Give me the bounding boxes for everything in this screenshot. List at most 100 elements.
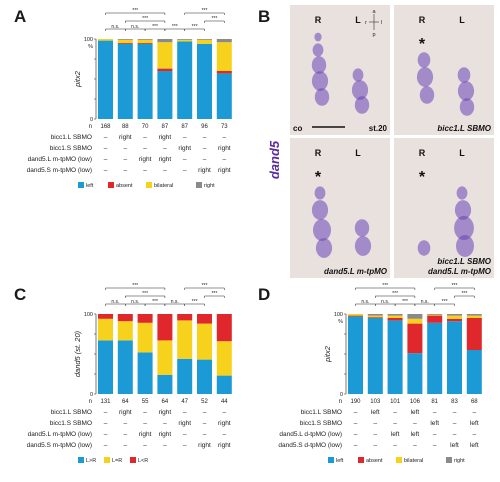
- n-count: 68: [471, 399, 478, 405]
- significance-label: n.s.: [361, 299, 369, 305]
- significance-label: n.s.: [171, 299, 179, 305]
- legend-swatch-L=R: [104, 457, 110, 463]
- row-label: dand5.S d-tpMO (low): [278, 442, 342, 449]
- row-cell: –: [104, 167, 108, 174]
- n-count: 64: [122, 399, 129, 405]
- stain-blob: [354, 236, 372, 256]
- row-label: bicc1.L SBMO: [51, 409, 92, 416]
- y-tick-label: 100: [84, 312, 93, 318]
- bar-right: [367, 314, 383, 316]
- bar-left: [216, 73, 232, 119]
- significance-label: ***: [132, 8, 138, 14]
- row-cell: right: [218, 420, 231, 427]
- row-cell: –: [413, 420, 417, 427]
- bar-left: [387, 320, 403, 394]
- bar-L=R: [177, 320, 193, 359]
- row-cell: –: [472, 409, 476, 416]
- significance-label: ***: [442, 299, 448, 305]
- bar-L=R: [157, 340, 173, 375]
- legend-swatch-bilateral: [146, 182, 152, 188]
- bar-L=R: [137, 322, 153, 353]
- y-unit: %: [88, 44, 93, 50]
- bar-absent: [367, 317, 383, 318]
- legend-label: absent: [116, 183, 133, 189]
- row-cell: right: [159, 134, 172, 141]
- bar-left: [466, 350, 482, 394]
- bar-L<R: [216, 314, 232, 342]
- row-cell: right: [178, 420, 191, 427]
- y-tick-label: 0: [340, 392, 343, 398]
- photo-caption: bicc1.L SBMO: [437, 257, 491, 266]
- stain-blob: [313, 219, 331, 241]
- bar-L>R: [117, 340, 133, 394]
- row-cell: –: [104, 420, 108, 427]
- row-cell: –: [354, 431, 358, 438]
- bar-bilateral: [367, 315, 383, 318]
- significance-label: ***: [172, 24, 178, 30]
- n-prefix: n: [89, 124, 92, 130]
- right-side-label: R: [315, 15, 322, 25]
- row-cell: right: [159, 156, 172, 163]
- stain-blob: [459, 98, 475, 116]
- bar-bilateral: [177, 39, 193, 42]
- row-cell: –: [143, 442, 147, 449]
- n-count: 106: [410, 399, 421, 405]
- legend-label: right: [204, 183, 215, 189]
- significance-label: ***: [461, 291, 467, 297]
- bar-L>R: [216, 375, 232, 394]
- bar-absent: [387, 318, 403, 321]
- legend-label: absent: [366, 458, 383, 464]
- y-tick-label: 0: [90, 117, 93, 123]
- legend-label: L<R: [138, 458, 148, 464]
- bar-L>R: [137, 352, 153, 394]
- stain-blob: [456, 235, 474, 257]
- bar-left: [197, 43, 212, 119]
- bar-absent: [407, 323, 423, 354]
- panel-letter-d: D: [258, 285, 270, 304]
- embryo-photo: [290, 138, 390, 278]
- bar-left: [427, 322, 443, 394]
- n-count: 96: [201, 124, 208, 130]
- row-cell: left: [411, 409, 420, 416]
- row-cell: –: [453, 420, 457, 427]
- row-cell: –: [104, 409, 108, 416]
- row-label: bicc1.S SBMO: [300, 420, 342, 427]
- row-cell: –: [453, 431, 457, 438]
- row-label: bicc1.S SBMO: [50, 420, 92, 427]
- y-tick-label: 100: [84, 37, 93, 43]
- significance-label: n.s.: [131, 299, 139, 305]
- compass-posterior: p: [372, 32, 375, 38]
- row-cell: –: [143, 134, 147, 141]
- bar-left: [348, 316, 363, 394]
- bar-L<R: [117, 314, 133, 322]
- y-axis-label: pitx2: [323, 345, 332, 363]
- row-label: dand5.L m-tpMO (low): [28, 156, 92, 163]
- bar-right: [447, 314, 462, 316]
- row-cell: –: [393, 420, 397, 427]
- row-cell: –: [393, 442, 397, 449]
- row-cell: right: [159, 409, 172, 416]
- significance-label: ***: [152, 24, 158, 30]
- n-count: 190: [350, 399, 361, 405]
- n-count: 83: [451, 399, 458, 405]
- bar-right: [427, 314, 443, 315]
- bar-left: [407, 353, 423, 394]
- asterisk-marker: *: [315, 169, 322, 186]
- panel-b-photos: dand5 R Lco st.20 R L * bicc1.L SBMO R L * dand5.L…: [267, 5, 494, 278]
- row-cell: –: [183, 442, 187, 449]
- legend-label: bilateral: [154, 183, 173, 189]
- n-count: 64: [162, 399, 169, 405]
- stain-blob: [419, 86, 435, 104]
- row-cell: –: [354, 420, 358, 427]
- bar-L>R: [157, 374, 173, 394]
- embryo-photo: [394, 5, 494, 135]
- row-label: dand5.S m-tpMO (low): [27, 442, 92, 449]
- row-cell: right: [119, 409, 132, 416]
- bar-bilateral: [157, 42, 173, 69]
- legend-swatch-bilateral: [396, 457, 402, 463]
- right-side-label: R: [419, 15, 426, 25]
- row-cell: –: [104, 431, 108, 438]
- row-cell: –: [183, 431, 187, 438]
- row-label: bicc1.S SBMO: [50, 145, 92, 152]
- row-cell: –: [373, 442, 377, 449]
